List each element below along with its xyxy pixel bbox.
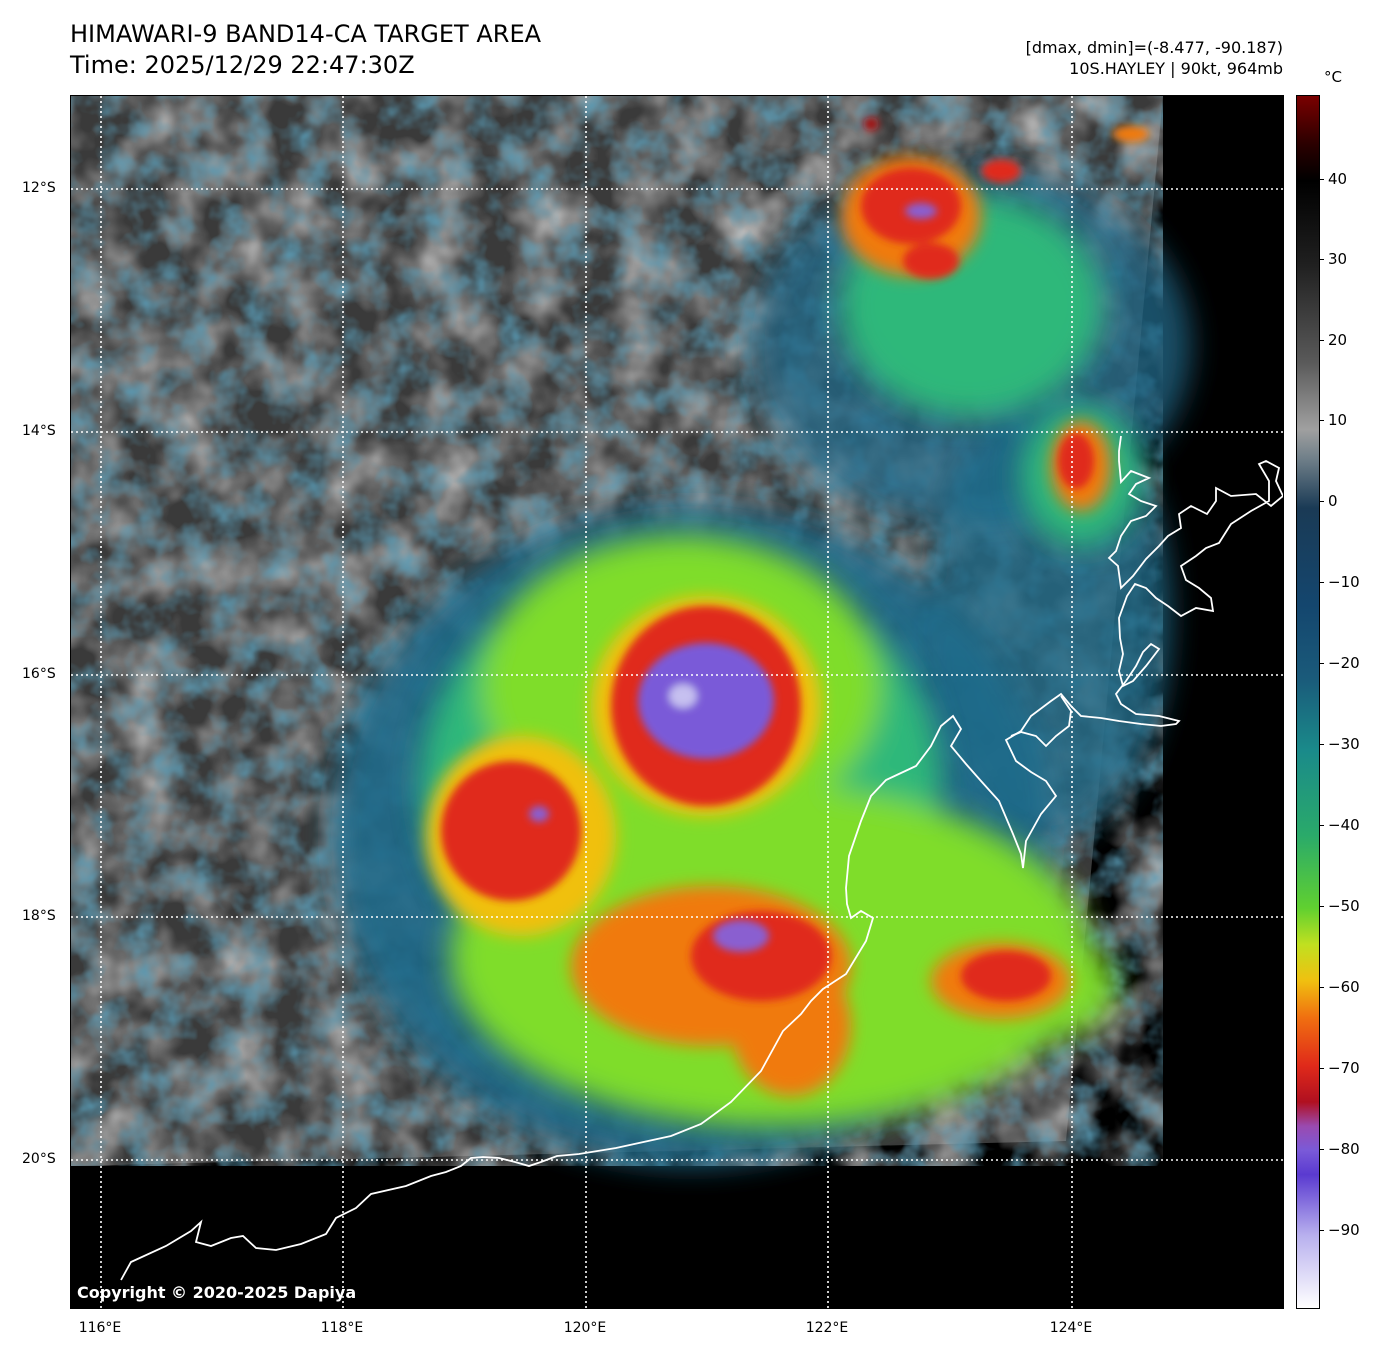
colorbar-tick-mark xyxy=(1320,663,1324,664)
colorbar-tick-mark xyxy=(1320,259,1324,260)
colorbar-tick: −40 xyxy=(1328,816,1360,834)
colorbar-tick: 40 xyxy=(1328,170,1348,188)
colorbar-tick-mark xyxy=(1320,340,1324,341)
colorbar-tick: 0 xyxy=(1328,492,1338,510)
lat-label: 16°S xyxy=(22,666,56,682)
colorbar-tick: −80 xyxy=(1328,1140,1360,1158)
graticule xyxy=(71,96,1283,1308)
lat-label: 20°S xyxy=(22,1151,56,1167)
colorbar-tick: −30 xyxy=(1328,735,1360,753)
lon-label: 120°E xyxy=(563,1320,607,1336)
lon-label: 116°E xyxy=(78,1320,122,1336)
timestamp: Time: 2025/12/29 22:47:30Z xyxy=(70,51,415,79)
satellite-map: Copyright © 2020-2025 Dapiya xyxy=(70,95,1284,1309)
chart-title: HIMAWARI-9 BAND14-CA TARGET AREA xyxy=(70,20,542,48)
colorbar-tick-mark xyxy=(1320,582,1324,583)
coastline xyxy=(120,435,1283,1281)
copyright-notice: Copyright © 2020-2025 Dapiya xyxy=(77,1283,357,1302)
lat-label: 12°S xyxy=(22,180,56,196)
colorbar-tick: 10 xyxy=(1328,411,1348,429)
temperature-colorbar xyxy=(1296,95,1320,1309)
lon-label: 122°E xyxy=(805,1320,849,1336)
colorbar-tick-mark xyxy=(1320,987,1324,988)
colorbar-unit: °C xyxy=(1324,68,1342,86)
colorbar-tick-mark xyxy=(1320,1230,1324,1231)
colorbar-tick-mark xyxy=(1320,1149,1324,1150)
colorbar-tick-mark xyxy=(1320,501,1324,502)
lon-label: 124°E xyxy=(1049,1320,1093,1336)
colorbar-tick: −50 xyxy=(1328,897,1360,915)
colorbar-tick: −10 xyxy=(1328,573,1360,591)
ir-imagery xyxy=(71,96,1283,1308)
colorbar-tick-mark xyxy=(1320,179,1324,180)
data-range: [dmax, dmin]=(-8.477, -90.187) xyxy=(1025,38,1283,57)
colorbar-tick-mark xyxy=(1320,906,1324,907)
eyewall-core xyxy=(529,203,937,952)
colorbar-tick-mark xyxy=(1320,1068,1324,1069)
deep-convection xyxy=(441,117,1149,1001)
lon-label: 118°E xyxy=(320,1320,364,1336)
colorbar-tick: −70 xyxy=(1328,1059,1360,1077)
colorbar-tick-mark xyxy=(1320,420,1324,421)
colorbar-tick: −20 xyxy=(1328,654,1360,672)
colorbar-tick: −60 xyxy=(1328,978,1360,996)
storm-info: 10S.HAYLEY | 90kt, 964mb xyxy=(1069,59,1283,78)
lat-label: 14°S xyxy=(22,423,56,439)
colorbar-tick: 20 xyxy=(1328,331,1348,349)
colorbar-tick-mark xyxy=(1320,825,1324,826)
lat-label: 18°S xyxy=(22,908,56,924)
colorbar-tick: 30 xyxy=(1328,250,1348,268)
colorbar-tick-mark xyxy=(1320,744,1324,745)
colorbar-tick: −90 xyxy=(1328,1221,1360,1239)
